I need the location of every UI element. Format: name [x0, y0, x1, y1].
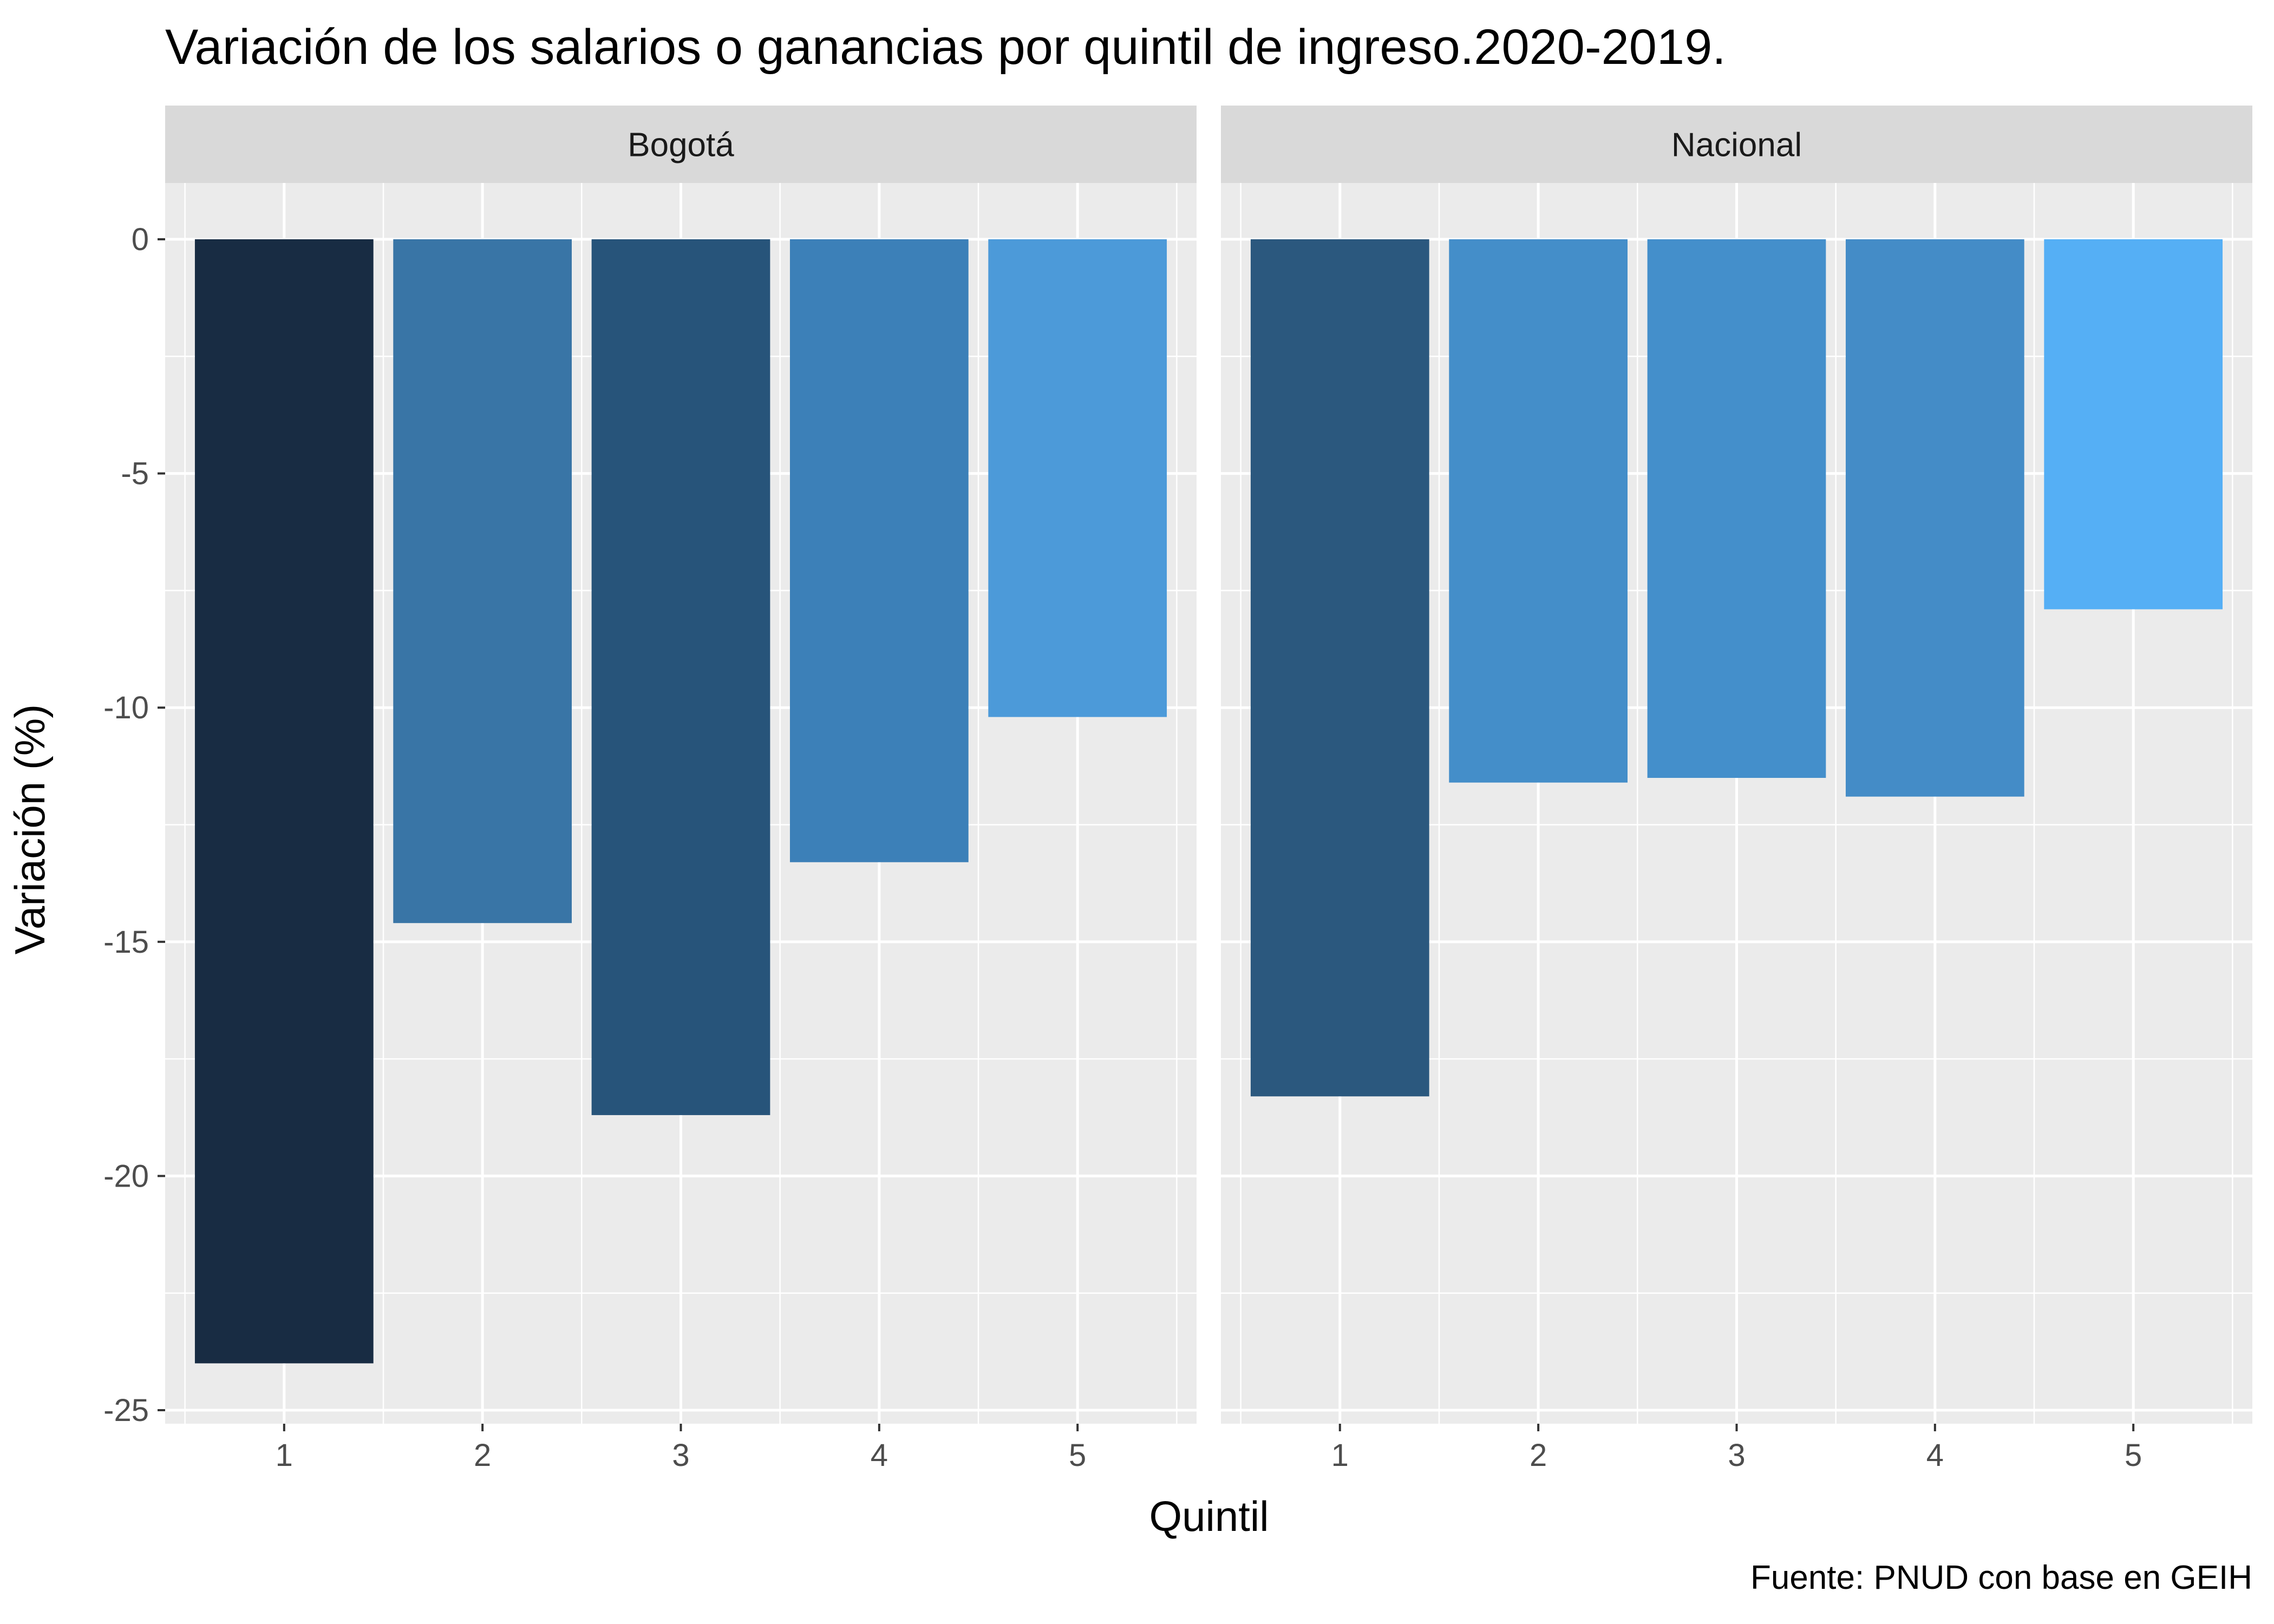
x-tick-label: 1: [276, 1438, 293, 1473]
bar-nacional-q4: [1845, 239, 2024, 797]
y-axis: 0 -5 -10 -15 -20 -25: [103, 222, 165, 1428]
y-tick-label: -20: [103, 1158, 149, 1194]
bar-bogotá-q3: [591, 239, 770, 1115]
source-caption: Fuente: PNUD con base en GEIH: [1750, 1559, 2252, 1596]
x-tick-label: 5: [2125, 1438, 2142, 1473]
bar-nacional-q5: [2044, 239, 2223, 610]
y-axis-title: Variación (%): [6, 704, 54, 954]
bar-bogotá-q1: [194, 239, 374, 1364]
bar-nacional-q2: [1449, 239, 1628, 783]
x-tick-label: 2: [1530, 1438, 1547, 1473]
x-tick-label: 3: [672, 1438, 689, 1473]
x-tick-label: 3: [1728, 1438, 1745, 1473]
x-tick-label: 5: [1069, 1438, 1086, 1473]
y-tick-label: -15: [103, 925, 149, 960]
bar-bogotá-q5: [988, 239, 1167, 717]
facet-panel-2: Nacional 1 2 3 4 5: [1221, 106, 2252, 1473]
bar-bogotá-q4: [789, 239, 969, 862]
x-tick-label: 4: [871, 1438, 888, 1473]
x-tick-label: 4: [1926, 1438, 1944, 1473]
y-tick-label: -5: [121, 456, 149, 492]
bar-bogotá-q2: [393, 239, 572, 924]
x-tick-label: 1: [1331, 1438, 1349, 1473]
facet-panels: Bogotá 1 2 3 4 5 Nacional 1 2 3 4 5: [165, 106, 2252, 1473]
facet-panel-1: Bogotá 1 2 3 4 5: [165, 106, 1197, 1473]
chart-title: Variación de los salarios o ganancias po…: [165, 19, 1726, 75]
bar-nacional-q1: [1250, 239, 1429, 1097]
facet-strip-label: Nacional: [1671, 127, 1802, 164]
x-tick-label: 2: [474, 1438, 491, 1473]
y-tick-label: 0: [132, 222, 149, 257]
facet-strip-label: Bogotá: [628, 127, 734, 164]
y-tick-label: -10: [103, 690, 149, 725]
y-tick-label: -25: [103, 1393, 149, 1428]
facet-strip: [1221, 106, 2252, 183]
x-axis-title: Quintil: [1149, 1492, 1269, 1540]
facet-strip: [165, 106, 1197, 183]
bar-nacional-q3: [1647, 239, 1826, 778]
